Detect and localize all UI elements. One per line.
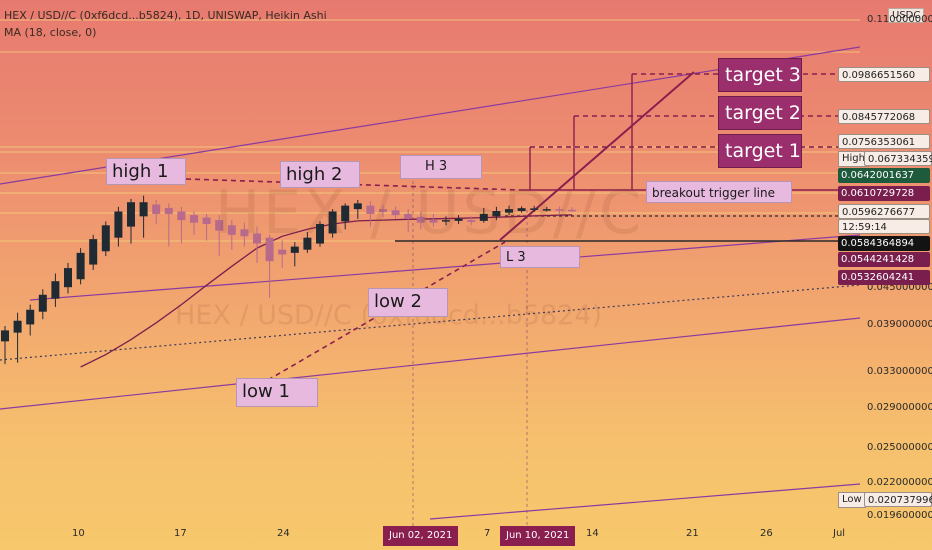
indicator-legend[interactable]: MA (18, close, 0) (4, 26, 97, 39)
candle-body (492, 211, 501, 217)
symbol-title[interactable]: HEX / USD//C (0xf6dcd...b5824), 1D, UNIS… (4, 9, 327, 22)
candle-body (353, 203, 362, 210)
annotation-low2[interactable]: low 2 (368, 288, 448, 317)
candle-body (479, 213, 488, 221)
date-tick: 14 (586, 528, 599, 539)
candle-body (391, 210, 400, 216)
candle-body (101, 225, 110, 252)
candle-body (64, 268, 72, 288)
mid-trend-line (29, 234, 861, 301)
annotation-target3[interactable]: target 3 (718, 58, 802, 92)
annotation-h3[interactable]: H 3 (400, 155, 482, 179)
candle-body (429, 219, 438, 223)
date-tick: 10 (72, 528, 85, 539)
annotation-high2[interactable]: high 2 (280, 161, 360, 188)
candle-body (555, 209, 564, 211)
date-tick: 7 (484, 528, 491, 539)
price-tag-target3: 0.0986651560 (838, 67, 930, 82)
annotation-target2[interactable]: target 2 (718, 96, 802, 130)
candle-body (114, 211, 123, 238)
candle-body (379, 209, 387, 212)
candle-body (303, 237, 312, 250)
price-tag-high: 0.0673343598 (864, 151, 932, 166)
price-tag-low: 0.0207379964 (864, 492, 932, 507)
candle-body (76, 252, 85, 280)
candle-body (290, 246, 299, 253)
high-label: High (838, 151, 869, 167)
candle-body (278, 249, 287, 255)
candle-body (454, 218, 463, 221)
candle-body (265, 237, 274, 262)
candle-body (89, 239, 98, 265)
candle-body (1, 330, 9, 342)
price-tag-ma: 0.0642001637 (838, 168, 930, 183)
candle-body (467, 220, 476, 222)
candle-body (542, 209, 551, 211)
candle-body (341, 205, 350, 222)
candle-body (13, 320, 22, 333)
support-trend-line (429, 483, 861, 520)
annotation-target1[interactable]: target 1 (718, 134, 802, 168)
annotation-l3[interactable]: L 3 (500, 246, 580, 268)
candle-body (316, 223, 324, 244)
candle-body (240, 229, 249, 237)
candle-body (164, 207, 173, 214)
date-tick: 24 (277, 528, 290, 539)
candle-body (568, 209, 576, 212)
candle-countdown: 12:59:14 (838, 219, 930, 234)
lower-channel-line (0, 317, 861, 410)
candle-body (152, 204, 161, 214)
date-badge-jun10: Jun 10, 2021 (500, 526, 576, 546)
date-tick: 21 (686, 528, 699, 539)
candle-body (404, 213, 413, 219)
dotted-trend-line (0, 284, 861, 361)
candle-body (139, 202, 148, 217)
price-tag-low-trend: 0.0532604241 (838, 270, 930, 285)
candle-body (51, 281, 60, 299)
candle-body (366, 205, 375, 214)
candle-body (442, 220, 450, 222)
candle-body (517, 208, 526, 212)
date-tick: 17 (174, 528, 187, 539)
price-tag-current: 0.0596276677 (838, 204, 930, 219)
projection-line (499, 71, 695, 241)
price-tag-support: 0.0584364894 (838, 236, 930, 251)
price-tag-breakout: 0.0610729728 (838, 186, 930, 201)
candle-body (530, 208, 539, 210)
candle-body (177, 211, 186, 221)
candle-body (190, 215, 198, 223)
candle-body (416, 216, 425, 223)
date-tick: 26 (760, 528, 773, 539)
annotation-low1[interactable]: low 1 (236, 378, 318, 407)
candle-body (505, 209, 513, 213)
candle-body (26, 309, 35, 325)
price-tag-target2: 0.0845772068 (838, 109, 930, 124)
candle-body (127, 202, 135, 227)
candle-body (202, 217, 211, 224)
low-label: Low (838, 492, 866, 508)
candle-body (328, 211, 337, 234)
date-badge-jun02: Jun 02, 2021 (383, 526, 459, 546)
candle-body (38, 294, 47, 312)
annotation-high1[interactable]: high 1 (106, 158, 186, 185)
candle-body (227, 225, 236, 235)
candle-body (253, 233, 261, 244)
symbol-watermark: HEX / USD//C (215, 178, 645, 248)
resistance-dashed-line (185, 178, 521, 191)
candle-body (215, 220, 224, 231)
date-tick: Jul (833, 528, 846, 539)
price-tag-target1: 0.0756353061 (838, 134, 930, 149)
annotation-breakout[interactable]: breakout trigger line (646, 181, 792, 203)
price-tag-l3: 0.0544241428 (838, 252, 930, 267)
currency-badge[interactable]: USDC (888, 8, 925, 23)
